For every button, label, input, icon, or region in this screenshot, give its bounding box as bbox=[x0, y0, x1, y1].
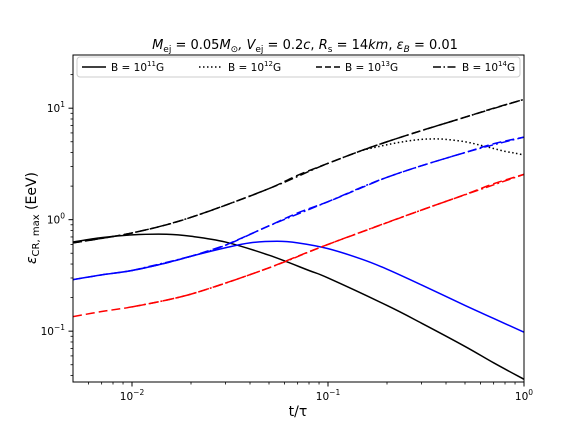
legend-item-b12: B = 1012G bbox=[199, 60, 281, 74]
title-m-sub: ej bbox=[163, 45, 171, 55]
legend-item-b14: B = 1014G bbox=[433, 60, 515, 74]
chart-title: Mej = 0.05M⊙, Vej = 0.2c, Rs = 14km, εB … bbox=[152, 38, 458, 55]
title-rs-sep: , bbox=[310, 38, 318, 53]
y-axis-label: εCR, max (EeV) bbox=[24, 172, 42, 264]
title-m-symbol: M bbox=[152, 38, 163, 53]
title-v-symbol: , V bbox=[238, 38, 256, 53]
title-km: km bbox=[368, 38, 388, 53]
y-tick-label: 100 bbox=[47, 212, 65, 227]
title-rs-sub: s bbox=[328, 45, 333, 55]
series-line-0 bbox=[73, 233, 524, 380]
y-tick-label: 101 bbox=[47, 100, 65, 115]
title-eb-sub: B bbox=[404, 45, 410, 55]
x-tick-label: 10−1 bbox=[316, 388, 341, 403]
title-eb-sep: , bbox=[388, 38, 396, 53]
y-axis: 10−1 100 101 bbox=[41, 74, 73, 376]
title-v-value: = 0.2 bbox=[263, 38, 303, 53]
title-eb-symbol: ε bbox=[397, 38, 404, 53]
series-line-7 bbox=[131, 136, 524, 272]
legend-label-b13: B = 1013G bbox=[345, 60, 398, 74]
series-line-8 bbox=[73, 173, 524, 318]
series-line-10 bbox=[73, 98, 524, 244]
legend-item-b11: B = 1011G bbox=[82, 60, 164, 74]
plot-frame bbox=[72, 54, 525, 383]
title-rs-symbol: R bbox=[319, 38, 328, 53]
title-m-value: = 0.05 bbox=[171, 38, 219, 53]
title-msun-sub: ⊙ bbox=[231, 45, 239, 55]
y-tick-label: 10−1 bbox=[41, 323, 66, 338]
x-tick-label: 10−2 bbox=[120, 388, 145, 403]
plot-area: 10−2 10−1 100 10−1 100 101 bbox=[41, 54, 533, 403]
x-axis: 10−2 10−1 100 bbox=[88, 382, 533, 403]
x-axis-label: t/τ bbox=[289, 404, 308, 420]
series-layer bbox=[73, 98, 524, 380]
legend-item-b13: B = 1013G bbox=[316, 60, 398, 74]
x-tick-label: 100 bbox=[515, 388, 533, 403]
title-eb-value: = 0.01 bbox=[410, 38, 458, 53]
legend-frame bbox=[76, 56, 521, 78]
legend-label-b12: B = 1012G bbox=[228, 60, 281, 74]
title-v-sub: ej bbox=[255, 45, 263, 55]
legend-label-b14: B = 1014G bbox=[462, 60, 515, 74]
title-rs-eq: = 14 bbox=[332, 38, 368, 53]
legend: B = 1011G B = 1012G B = 1013G B = 1014G bbox=[76, 56, 521, 78]
legend-label-b11: B = 1011G bbox=[111, 60, 164, 74]
title-msun-symbol: M bbox=[219, 38, 230, 53]
title-c-symbol: c bbox=[303, 38, 310, 53]
